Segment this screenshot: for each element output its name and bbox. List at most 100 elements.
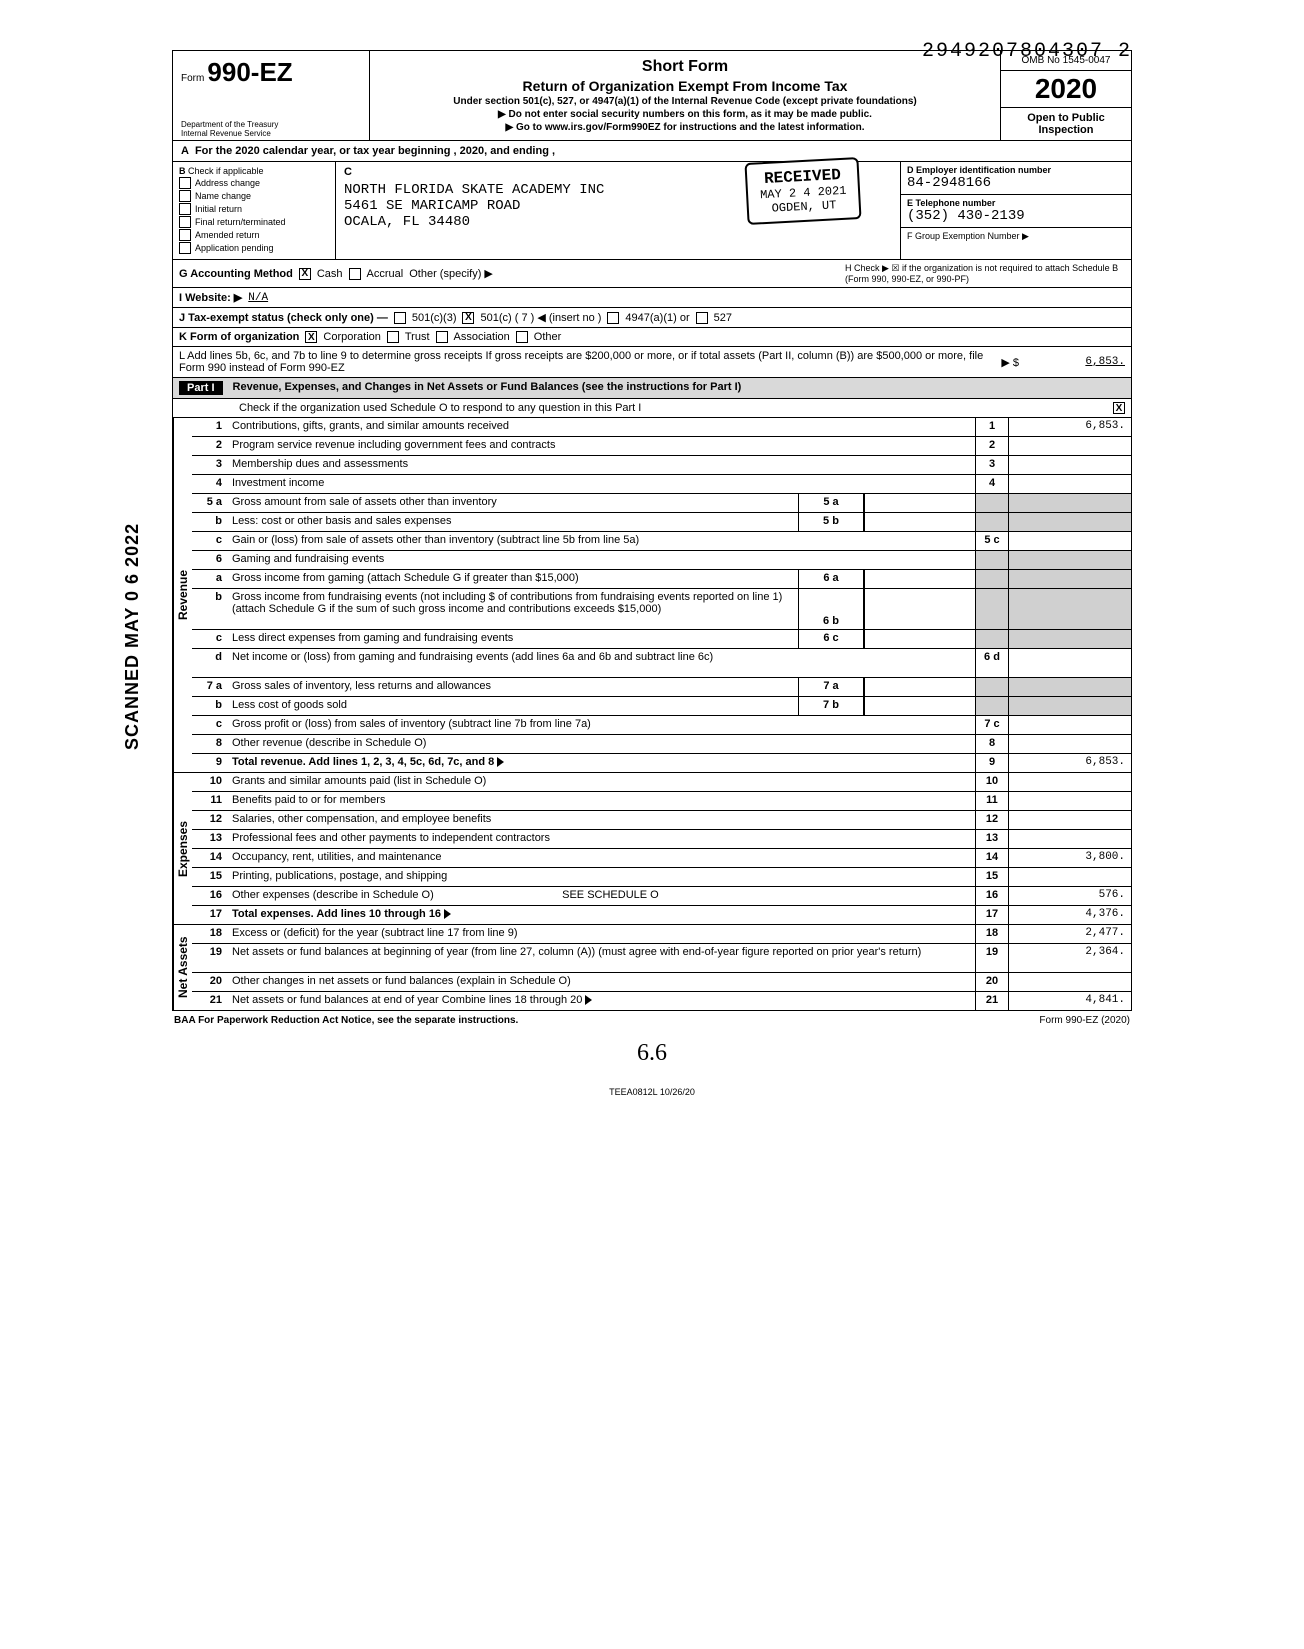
ln7c-col: 7 c — [975, 716, 1008, 734]
l-text: L Add lines 5b, 6c, and 7b to line 9 to … — [179, 350, 995, 374]
checkbox-501c[interactable]: X — [462, 312, 474, 324]
ln7a-num: 7 a — [192, 678, 228, 696]
ln17-amt: 4,376. — [1008, 906, 1131, 924]
dept-treasury: Department of the Treasury Internal Reve… — [181, 120, 278, 138]
ln5c-desc: Gain or (loss) from sale of assets other… — [228, 532, 975, 550]
checkbox-other-org[interactable] — [516, 331, 528, 343]
ln6c-amt — [1008, 630, 1131, 648]
checkbox-pending[interactable] — [179, 242, 191, 254]
l-sym: ▶ $ — [1001, 356, 1019, 369]
col-b: B Check if applicable Address change Nam… — [173, 162, 336, 259]
g-label: G Accounting Method — [179, 268, 293, 280]
ln6b-mid: 6 b — [798, 589, 864, 629]
ln1-col: 1 — [975, 418, 1008, 436]
ssn-note: ▶ Do not enter social security numbers o… — [378, 109, 992, 120]
opt-501c3: 501(c)(3) — [412, 312, 457, 324]
checkbox-schedule-o[interactable]: X — [1113, 402, 1125, 414]
ln11-desc: Benefits paid to or for members — [228, 792, 975, 810]
ln3-num: 3 — [192, 456, 228, 474]
opt-trust: Trust — [405, 331, 430, 343]
form-header: Form 990-EZ Department of the Treasury I… — [172, 50, 1132, 141]
netassets-group: Net Assets 18Excess or (deficit) for the… — [172, 925, 1132, 1011]
ln2-col: 2 — [975, 437, 1008, 455]
header-left: Form 990-EZ Department of the Treasury I… — [173, 51, 370, 140]
ln6b-desc: Gross income from fundraising events (no… — [228, 589, 798, 629]
opt-pending: Application pending — [195, 243, 274, 253]
opt-amended: Amended return — [195, 230, 260, 240]
checkbox-trust[interactable] — [387, 331, 399, 343]
arrow-icon — [497, 757, 504, 767]
ln10-col: 10 — [975, 773, 1008, 791]
ln6a-num: a — [192, 570, 228, 588]
ln16-num: 16 — [192, 887, 228, 905]
ln9-num: 9 — [192, 754, 228, 772]
ln6b-amt — [1008, 589, 1131, 629]
ln6c-mid: 6 c — [798, 630, 864, 648]
col-d: D Employer identification number 84-2948… — [901, 162, 1131, 259]
ln6b-col — [975, 589, 1008, 629]
return-title: Return of Organization Exempt From Incom… — [378, 78, 992, 94]
checkbox-final[interactable] — [179, 216, 191, 228]
ln7a-mid: 7 a — [798, 678, 864, 696]
ln9-col: 9 — [975, 754, 1008, 772]
i-label: I Website: ▶ — [179, 291, 242, 304]
ln6-num: 6 — [192, 551, 228, 569]
ein-label: D Employer identification number — [907, 165, 1125, 175]
checkbox-name[interactable] — [179, 190, 191, 202]
checkbox-accrual[interactable] — [349, 268, 361, 280]
part1-tag: Part I — [179, 381, 223, 395]
opt-527: 527 — [714, 312, 732, 324]
ln21-desc: Net assets or fund balances at end of ye… — [228, 992, 975, 1010]
ln5a-desc: Gross amount from sale of assets other t… — [228, 494, 798, 512]
ln6d-num: d — [192, 649, 228, 677]
ln6a-mid: 6 a — [798, 570, 864, 588]
checkbox-527[interactable] — [696, 312, 708, 324]
ln6c-col — [975, 630, 1008, 648]
ln10-desc: Grants and similar amounts paid (list in… — [228, 773, 975, 791]
checkbox-4947[interactable] — [607, 312, 619, 324]
checkbox-address[interactable] — [179, 177, 191, 189]
ln5b-amt — [1008, 513, 1131, 531]
checkbox-assoc[interactable] — [436, 331, 448, 343]
arrow-icon-21 — [585, 995, 592, 1005]
checkbox-initial[interactable] — [179, 203, 191, 215]
ln17-col: 17 — [975, 906, 1008, 924]
checkbox-amended[interactable] — [179, 229, 191, 241]
bcd-block: B Check if applicable Address change Nam… — [172, 162, 1132, 260]
ln7b-num: b — [192, 697, 228, 715]
ln6c-num: c — [192, 630, 228, 648]
ln19-desc: Net assets or fund balances at beginning… — [228, 944, 975, 972]
ln12-desc: Salaries, other compensation, and employ… — [228, 811, 975, 829]
ln11-col: 11 — [975, 792, 1008, 810]
ln5c-col: 5 c — [975, 532, 1008, 550]
ln14-desc: Occupancy, rent, utilities, and maintena… — [228, 849, 975, 867]
checkbox-corp[interactable]: X — [305, 331, 317, 343]
ln6-amt — [1008, 551, 1131, 569]
col-c: C NORTH FLORIDA SKATE ACADEMY INC 5461 S… — [336, 162, 901, 259]
ln18-num: 18 — [192, 925, 228, 943]
line-a: A For the 2020 calendar year, or tax yea… — [172, 141, 1132, 162]
ln18-amt: 2,477. — [1008, 925, 1131, 943]
ln7c-amt — [1008, 716, 1131, 734]
checkbox-501c3[interactable] — [394, 312, 406, 324]
ln6b-num: b — [192, 589, 228, 629]
ln5a-amt — [1008, 494, 1131, 512]
ln4-num: 4 — [192, 475, 228, 493]
ln16-desc: Other expenses (describe in Schedule O) … — [228, 887, 975, 905]
opt-address-change: Address change — [195, 178, 260, 188]
line-g: G Accounting Method XCash Accrual Other … — [172, 260, 1132, 288]
ln13-desc: Professional fees and other payments to … — [228, 830, 975, 848]
ln9-amt: 6,853. — [1008, 754, 1131, 772]
arrow-icon-17 — [444, 909, 451, 919]
ln5c-amt — [1008, 532, 1131, 550]
form-number: 990-EZ — [207, 57, 292, 87]
baa-left: BAA For Paperwork Reduction Act Notice, … — [174, 1015, 518, 1026]
ln7a-col — [975, 678, 1008, 696]
ln20-amt — [1008, 973, 1131, 991]
ln13-num: 13 — [192, 830, 228, 848]
calendar-year-text: For the 2020 calendar year, or tax year … — [195, 145, 555, 157]
ln6d-desc: Net income or (loss) from gaming and fun… — [228, 649, 975, 677]
part1-header: Part I Revenue, Expenses, and Changes in… — [172, 378, 1132, 399]
ln2-num: 2 — [192, 437, 228, 455]
checkbox-cash[interactable]: X — [299, 268, 311, 280]
